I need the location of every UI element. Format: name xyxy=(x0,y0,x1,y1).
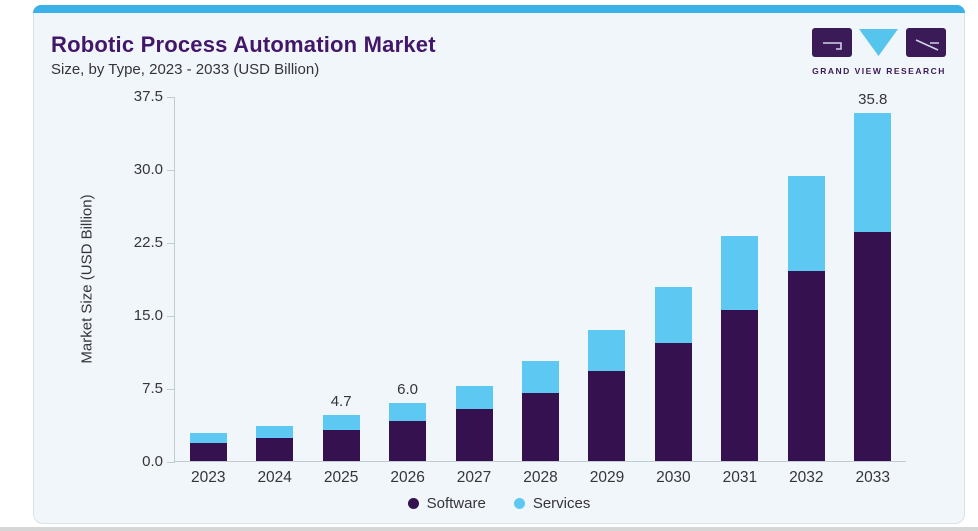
x-tick-label-2027: 2027 xyxy=(456,469,492,486)
y-tick-label: 22.5 xyxy=(133,234,163,251)
x-axis-labels: 2023 2024 2025 2026 2027 2028 2029 2030 2031 2032… xyxy=(175,461,906,487)
top-accent-bar xyxy=(33,5,965,13)
chart-subtitle: Size, by Type, 2023 - 2033 (USD Billion) xyxy=(51,61,320,78)
x-tick-label-2030: 2030 xyxy=(656,469,691,486)
bar-stack-2028 xyxy=(521,360,559,461)
y-tick-label: 15.0 xyxy=(133,307,163,324)
bar-segment-2026-software xyxy=(389,421,427,461)
y-tick xyxy=(167,96,175,98)
bar-segment-2026-services xyxy=(389,402,427,422)
bar-slot-2027 xyxy=(441,97,507,461)
y-tick-label: 0.0 xyxy=(142,453,163,470)
bar-stack-2023 xyxy=(189,432,227,461)
y-tick xyxy=(167,461,175,463)
bar-slot-2030 xyxy=(640,97,706,461)
x-tick-label-2024: 2024 xyxy=(257,469,292,486)
bar-segment-2029-services xyxy=(588,329,626,371)
y-tick-label: 7.5 xyxy=(142,380,163,397)
bar-stack-2027 xyxy=(455,386,493,461)
bar-stack-2024 xyxy=(256,425,294,461)
gvr-logo-icon xyxy=(812,28,946,57)
x-tick-label-2033: 2033 xyxy=(855,469,890,486)
bar-stack-2025: 4.7 xyxy=(322,393,360,461)
bar-stack-2031 xyxy=(721,236,759,461)
bar-segment-2032-services xyxy=(787,175,825,272)
bar-stack-2032 xyxy=(787,175,825,461)
x-tick-label-2026: 2026 xyxy=(390,469,425,486)
bar-slot-2032 xyxy=(773,97,839,461)
bar-segment-2024-services xyxy=(256,425,294,438)
y-tick xyxy=(167,242,175,244)
bar-segment-2028-software xyxy=(521,392,559,461)
bar-segment-2032-software xyxy=(787,271,825,461)
bar-stack-2026: 6.0 xyxy=(389,381,427,461)
plot-area: Market Size (USD Billion) 0.0 7.5 15.0 22.5… xyxy=(79,88,906,486)
y-tick xyxy=(167,388,175,390)
gvr-logo: GRAND VIEW RESEARCH xyxy=(809,27,949,76)
bar-segment-2028-services xyxy=(521,360,559,393)
bar-segment-2025-software xyxy=(322,429,360,461)
x-tick-label-2023: 2023 xyxy=(190,469,226,486)
bar-segment-2030-software xyxy=(654,343,692,461)
bar-stack-2029 xyxy=(588,329,626,461)
bar-segment-2023-software xyxy=(189,442,227,461)
bar-segment-2033-services xyxy=(854,112,892,233)
x-tick-label-2029: 2029 xyxy=(589,469,625,486)
x-tick-label-2025: 2025 xyxy=(323,469,359,486)
bar-slot-2026: 6.0 xyxy=(374,97,440,461)
bar-slot-2028 xyxy=(507,97,573,461)
bars-container: 4.7 6.0 35.8 xyxy=(175,91,906,461)
gvr-logo-text: GRAND VIEW RESEARCH xyxy=(812,66,946,76)
bar-slot-2025: 4.7 xyxy=(308,97,374,461)
y-tick-label: 37.5 xyxy=(133,88,163,105)
chart-card: Robotic Process Automation Market Size, … xyxy=(33,5,965,524)
bar-slot-2029 xyxy=(574,97,640,461)
bar-segment-2031-software xyxy=(721,310,759,461)
y-axis-title: Market Size (USD Billion) xyxy=(78,194,96,364)
page-bottom-divider xyxy=(0,527,978,531)
y-tick-label: 30.0 xyxy=(133,161,163,178)
bar-segment-2023-services xyxy=(189,432,227,443)
bar-segment-2027-software xyxy=(455,409,493,461)
legend: Software Services xyxy=(34,495,964,512)
bar-slot-2033: 35.8 xyxy=(840,91,906,461)
x-tick-label-2031: 2031 xyxy=(722,469,758,486)
x-tick-label-2032: 2032 xyxy=(789,469,824,486)
chart-title: Robotic Process Automation Market xyxy=(51,32,436,57)
bar-segment-2030-services xyxy=(654,286,692,344)
bar-total-label-2033: 35.8 xyxy=(858,90,888,108)
legend-item-services: Services xyxy=(513,495,591,512)
bar-segment-2033-software xyxy=(854,232,892,461)
legend-item-software: Software xyxy=(407,495,486,512)
legend-dot-services xyxy=(513,498,525,509)
bar-segment-2024-software xyxy=(256,437,294,461)
bar-slot-2023 xyxy=(175,97,241,461)
bar-segment-2029-software xyxy=(588,370,626,461)
y-tick xyxy=(167,169,175,171)
x-tick-label-2028: 2028 xyxy=(523,469,558,486)
y-tick xyxy=(167,315,175,317)
legend-label-software: Software xyxy=(426,495,486,512)
bar-total-label-2026: 6.0 xyxy=(397,380,419,398)
bar-total-label-2025: 4.7 xyxy=(330,393,352,411)
bar-segment-2027-services xyxy=(455,386,493,410)
bar-slot-2024 xyxy=(241,97,307,461)
legend-dot-software xyxy=(407,498,419,509)
bar-segment-2025-services xyxy=(322,415,360,430)
bar-segment-2031-services xyxy=(721,236,759,311)
legend-label-services: Services xyxy=(532,495,591,512)
bar-slot-2031 xyxy=(707,97,773,461)
bar-stack-2030 xyxy=(654,286,692,461)
bar-stack-2033: 35.8 xyxy=(854,91,892,461)
